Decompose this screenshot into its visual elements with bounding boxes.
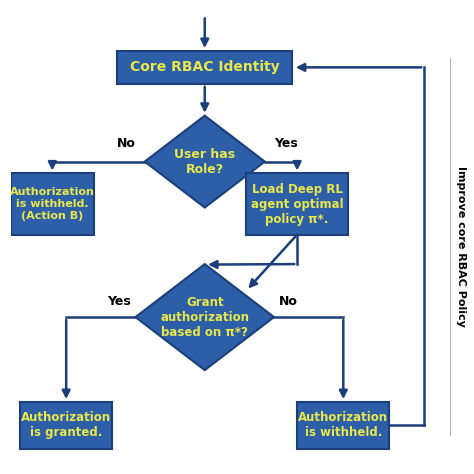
Text: Authorization
is granted.: Authorization is granted. xyxy=(21,411,111,439)
Text: Authorization
is withheld.
(Action B): Authorization is withheld. (Action B) xyxy=(10,187,95,220)
FancyBboxPatch shape xyxy=(117,51,292,84)
Text: Improve core RBAC Policy: Improve core RBAC Policy xyxy=(456,166,466,327)
Text: Grant
authorization
based on π*?: Grant authorization based on π*? xyxy=(160,296,249,338)
Text: Load Deep RL
agent optimal
policy π*.: Load Deep RL agent optimal policy π*. xyxy=(251,182,344,226)
Text: Yes: Yes xyxy=(274,137,298,150)
Polygon shape xyxy=(145,116,265,208)
FancyBboxPatch shape xyxy=(297,402,390,449)
Text: No: No xyxy=(279,295,298,308)
FancyBboxPatch shape xyxy=(11,173,94,235)
Text: Yes: Yes xyxy=(107,295,131,308)
Text: User has
Role?: User has Role? xyxy=(174,147,235,175)
FancyBboxPatch shape xyxy=(20,402,112,449)
Polygon shape xyxy=(136,264,274,370)
Text: Authorization
is withheld.: Authorization is withheld. xyxy=(298,411,388,439)
Text: Core RBAC Identity: Core RBAC Identity xyxy=(130,60,280,74)
FancyBboxPatch shape xyxy=(246,173,348,235)
Text: No: No xyxy=(117,137,136,150)
